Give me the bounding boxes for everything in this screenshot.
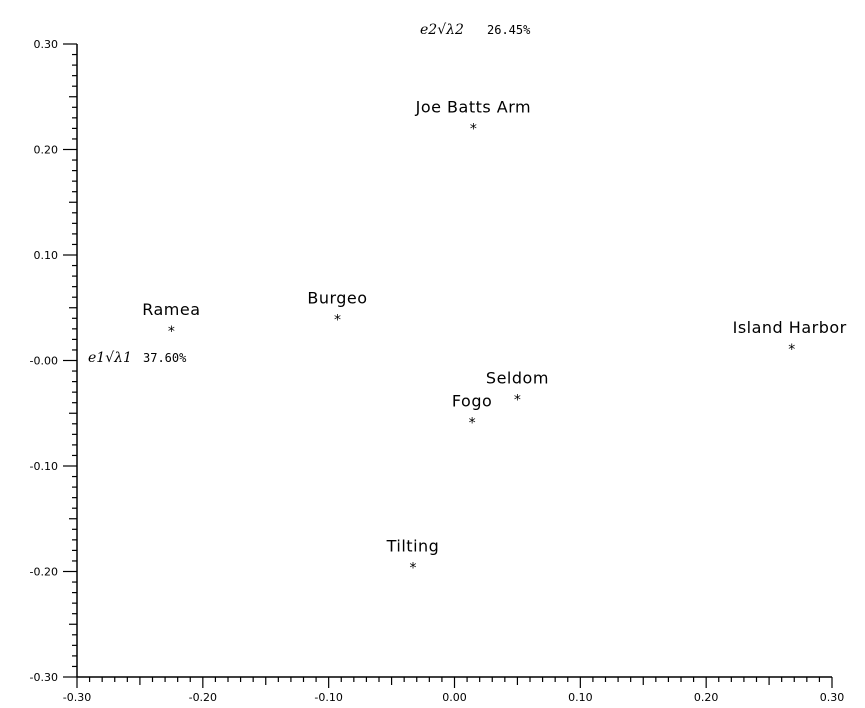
point-label: Fogo — [452, 392, 492, 411]
data-point: * Fogo — [452, 392, 492, 432]
point-label: Tilting — [386, 536, 440, 555]
y-tick-label: 0.20 — [34, 144, 59, 157]
data-points: * Joe Batts Arm * Ramea * Burgeo * Island Harbo… — [142, 97, 847, 576]
point-marker: * — [470, 121, 477, 137]
data-point: * Burgeo — [307, 288, 367, 328]
point-marker: * — [334, 312, 341, 328]
y-tick-label: 0.10 — [34, 249, 59, 262]
y-tick-label: -0.20 — [30, 566, 58, 579]
data-point: * Joe Batts Arm — [415, 97, 532, 137]
y-axis-title: e2√λ2 26.45% — [420, 22, 531, 38]
point-marker: * — [514, 393, 521, 409]
x-axis-title: e1√λ1 37.60% — [88, 350, 187, 366]
y-axis-title-text: e2√λ2 — [420, 22, 464, 38]
x-tick-label: 0.20 — [694, 691, 719, 704]
data-point: * Seldom — [486, 369, 549, 409]
point-label: Island Harbor — [733, 318, 847, 337]
y-tick-label: -0.30 — [30, 671, 58, 684]
y-tick-label: -0.10 — [30, 460, 58, 473]
data-point: * Ramea — [142, 300, 200, 340]
data-point: * Tilting — [386, 536, 440, 576]
x-axis-title-text: e1√λ1 — [88, 350, 132, 366]
point-label: Ramea — [142, 300, 200, 319]
x-tick-label: 0.00 — [442, 691, 467, 704]
ticks — [63, 43, 833, 688]
point-marker: * — [469, 416, 476, 432]
point-label: Seldom — [486, 369, 549, 388]
x-tick-label: 0.30 — [820, 691, 845, 704]
point-label: Burgeo — [307, 288, 367, 307]
point-marker: * — [788, 342, 795, 358]
point-marker: * — [409, 560, 416, 576]
point-marker: * — [168, 324, 175, 340]
y-axis-percent: 26.45% — [487, 23, 531, 37]
y-tick-label: -0.00 — [30, 355, 58, 368]
x-tick-label: -0.20 — [189, 691, 217, 704]
x-tick-label: 0.10 — [568, 691, 593, 704]
tick-labels: -0.30 -0.20 -0.10 0.00 0.10 0.20 0.30 0.30 0.20 0… — [30, 38, 845, 704]
x-tick-label: -0.10 — [314, 691, 342, 704]
point-label: Joe Batts Arm — [415, 97, 532, 116]
data-point: * Island Harbor — [733, 318, 847, 358]
axes — [76, 44, 832, 678]
x-axis-percent: 37.60% — [143, 351, 187, 365]
y-tick-label: 0.30 — [34, 38, 59, 51]
x-tick-label: -0.30 — [63, 691, 91, 704]
